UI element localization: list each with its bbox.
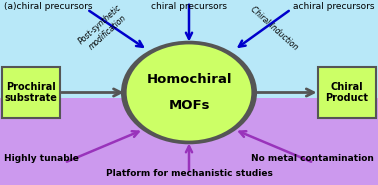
Bar: [0, 98, 378, 185]
FancyBboxPatch shape: [2, 67, 60, 118]
Text: MOFs: MOFs: [168, 99, 210, 112]
Text: achiral precursors: achiral precursors: [293, 2, 374, 11]
Bar: [0, 0, 378, 98]
Text: Chiral
Product: Chiral Product: [325, 82, 368, 103]
Text: Platform for mechanistic studies: Platform for mechanistic studies: [105, 169, 273, 178]
Text: (a)chiral precursors: (a)chiral precursors: [4, 2, 92, 11]
Ellipse shape: [127, 44, 251, 141]
Ellipse shape: [121, 41, 257, 144]
FancyBboxPatch shape: [318, 67, 376, 118]
Text: Homochiral: Homochiral: [146, 73, 232, 86]
Text: Highly tunable: Highly tunable: [4, 154, 79, 163]
Text: chiral precursors: chiral precursors: [151, 2, 227, 11]
Text: Post-synthetic
modification: Post-synthetic modification: [77, 3, 131, 54]
Text: Prochiral
substrate: Prochiral substrate: [5, 82, 58, 103]
Text: No metal contamination: No metal contamination: [251, 154, 374, 163]
Text: Chiral Induction: Chiral Induction: [249, 5, 299, 52]
